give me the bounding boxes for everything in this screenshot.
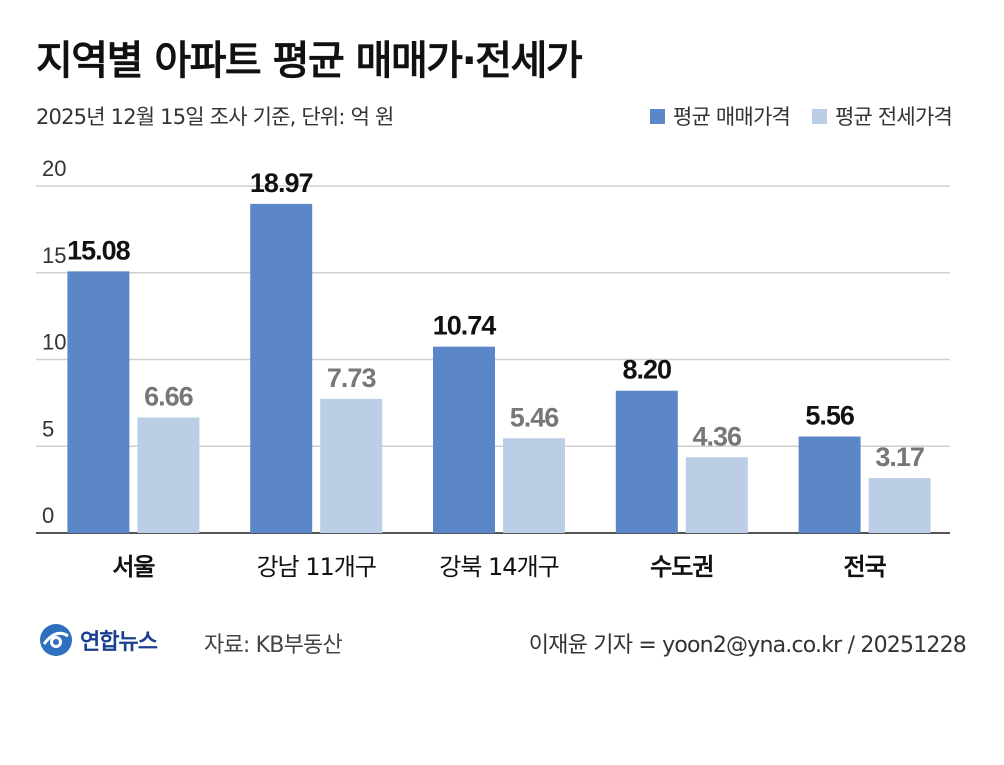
x-tick-label: 강남 11개구 <box>256 553 376 581</box>
logo-text: 연합뉴스 <box>80 630 158 655</box>
legend-label-jeonse: 평균 전세가격 <box>835 105 953 129</box>
data-label: 15.08 <box>67 235 131 265</box>
legend-swatch-jeonse <box>812 108 827 124</box>
bar <box>433 346 495 533</box>
y-tick-label: 0 <box>42 503 54 528</box>
bar <box>67 271 130 533</box>
chart-subtitle: 2025년 12월 15일 조사 기준, 단위: 억 원 <box>36 105 394 129</box>
yonhap-logo: 연합뉴스 <box>38 622 158 658</box>
bar <box>137 417 200 533</box>
page-title: 지역별 아파트 평균 매매가·전세가 <box>36 38 583 84</box>
data-label: 4.36 <box>693 421 743 451</box>
legend-label-sale: 평균 매매가격 <box>673 105 791 129</box>
bar-chart: 0 5 10 15 20 15.08 6.66 서울 18.97 7.73 강남 11개구 10.74… <box>36 156 950 581</box>
data-label: 5.56 <box>805 401 855 431</box>
bar <box>250 203 313 534</box>
bar <box>798 436 861 533</box>
data-label: 6.66 <box>144 381 194 411</box>
legend-item-jeonse: 평균 전세가격 <box>812 101 953 131</box>
x-tick-label: 전국 <box>844 553 887 581</box>
data-label: 8.20 <box>623 355 672 385</box>
y-tick-label: 10 <box>42 330 66 355</box>
y-tick-label: 5 <box>42 416 54 441</box>
bar <box>615 390 678 533</box>
source-text: 자료: KB부동산 <box>204 633 343 658</box>
x-tick-label: 수도권 <box>650 553 713 581</box>
bar <box>503 438 565 533</box>
yonhap-logo-icon <box>40 624 72 656</box>
data-label: 10.74 <box>433 311 497 341</box>
data-label: 5.46 <box>510 402 560 432</box>
legend: 평균 매매가격 평균 전세가격 <box>650 101 953 131</box>
x-tick-label: 서울 <box>112 553 155 581</box>
legend-swatch-sale <box>650 108 665 124</box>
bar <box>685 457 748 533</box>
data-label: 7.73 <box>327 363 377 393</box>
legend-item-sale: 평균 매매가격 <box>650 101 791 131</box>
x-tick-label: 강북 14개구 <box>439 553 559 581</box>
data-label: 3.17 <box>875 442 924 472</box>
y-tick-label: 20 <box>42 156 66 181</box>
credit-text: 이재윤 기자 = yoon2@yna.co.kr / 20251228 <box>528 633 967 658</box>
data-label: 18.97 <box>250 168 313 198</box>
bar <box>320 398 383 533</box>
bar <box>868 478 931 533</box>
y-tick-label: 15 <box>42 243 66 268</box>
